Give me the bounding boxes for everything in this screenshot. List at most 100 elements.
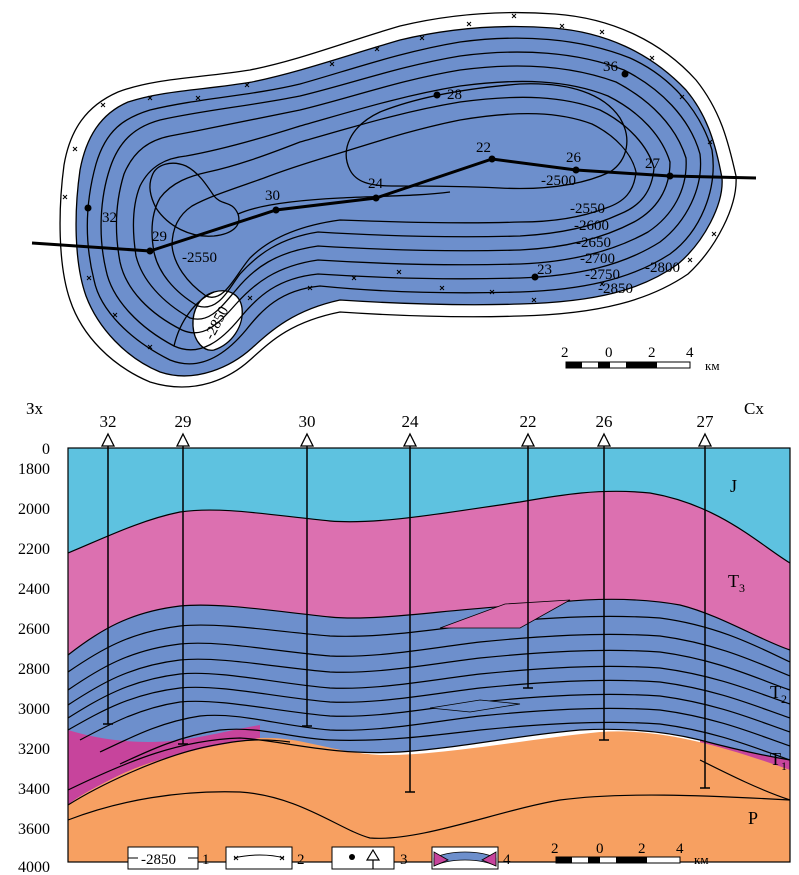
section-well-label: 29 [175,412,192,431]
layer-label-t2: T2 [770,682,787,706]
section-frame [67,447,791,863]
depth-tick: 2600 [18,621,50,638]
contour-label: -2700 [580,251,615,267]
contour-label: -2600 [574,218,609,234]
well-23-dot [531,273,539,281]
well-24-dot [372,194,380,202]
outer-contour-line [59,11,737,388]
scale-tick: 0 [596,841,604,857]
legend-scale-bar: 2 0 2 4 км [551,841,709,867]
depth-tick: 2800 [18,661,50,678]
legend-item-owc: 2 [225,846,305,870]
depth-tick: 3400 [18,781,50,798]
legend-number: 4 [503,852,511,868]
strat-labels: J T3 T2 T1 P [728,476,787,828]
depth-tick: 2000 [18,501,50,518]
legend-number: 3 [400,852,408,868]
well-label: 29 [152,229,167,245]
scale-unit: км [705,358,720,373]
depth-tick: 3200 [18,741,50,758]
depth-tick: 3000 [18,701,50,718]
well-label: 28 [447,87,462,103]
well-label: 24 [368,176,384,192]
layer-t3 [68,491,790,655]
contour-west [149,162,240,237]
well-head-icon [175,432,191,447]
well-head-icon [596,432,612,447]
depth-tick: 2200 [18,541,50,558]
legend-map-well-icon [349,854,355,860]
legend-number: 2 [297,852,305,868]
scale-tick: 0 [605,345,613,361]
legend-item-pinchout: 4 [431,846,511,870]
layer-label-p: P [748,808,758,828]
depth-tick: 3600 [18,821,50,838]
depth-axis: 0 1800 2000 2200 2400 2600 2800 3000 320… [18,441,50,875]
depth-tick: 0 [42,441,50,458]
structure-map: 32 29 30 24 22 26 27 28 36 23 -2500 -255… [31,11,757,388]
closure-south [192,290,243,351]
section-well-label: 32 [100,412,117,431]
legend-contour-sample: -2850 [141,852,176,868]
scale-unit: км [694,852,709,867]
scale-tick: 2 [561,345,569,361]
contour-label: -2550 [182,250,217,266]
section-well-label: 22 [520,412,537,431]
section-line [31,157,757,253]
layer-label-t1: T1 [770,749,787,773]
well-head-icon [299,432,315,447]
map-wells: 32 29 30 24 22 26 27 28 36 23 [84,59,674,281]
well-head-icon [402,432,418,447]
depth-tick: 4000 [18,859,50,875]
layer-label-j: J [730,476,737,496]
cross-section: 0 1800 2000 2200 2400 2600 2800 3000 320… [18,399,791,875]
layer-jurassic [68,448,790,563]
well-head-icon [100,432,116,447]
well-head-icon [520,432,536,447]
well-label: 22 [476,140,491,156]
section-well-label: 24 [402,412,420,431]
oil-water-contact [75,25,723,377]
well-27-dot [666,172,674,180]
section-wells: 32 29 30 24 22 26 27 [100,412,715,793]
scale-tick: 4 [686,345,694,361]
contour-2500 [345,83,628,190]
contour-label: -2650 [576,235,611,251]
well-label: 26 [566,150,582,166]
layer-permian-lower [68,791,790,862]
section-left-label: Зх [26,399,44,418]
well-label: 30 [265,188,280,204]
well-label: 27 [645,156,661,172]
scale-tick: 2 [551,841,559,857]
section-well-label: 26 [596,412,613,431]
well-label: 23 [537,262,552,278]
contour-label: -2500 [541,173,576,189]
well-label: 36 [603,59,619,75]
layer-label-t3: T3 [728,571,745,595]
well-30-dot [272,206,280,214]
structure-contours [86,37,714,365]
well-29-dot [146,247,154,255]
legend-item-wells: 3 [331,846,408,870]
section-well-label: 30 [299,412,316,431]
contour-label: -2750 [585,267,620,283]
well-head-icon [697,432,713,447]
pinchout-wedge [429,699,521,713]
legend-section-well-icon [365,848,381,869]
legend-item-contour: -2850 1 [127,846,210,870]
contour-label: -2800 [645,260,680,276]
section-well-label: 27 [697,412,715,431]
well-label: 32 [102,210,117,226]
stratigraphic-seams [67,490,791,839]
scale-tick: 2 [638,841,646,857]
pinchout-wedge [439,599,571,629]
well-36-dot [621,70,629,78]
contour-label: -2850 [598,281,633,297]
depth-tick: 2400 [18,581,50,598]
well-22-dot [488,155,496,163]
well-28-dot [433,91,441,99]
legend: -2850 1 2 3 4 2 0 2 4 [127,841,709,870]
scale-tick: 4 [676,841,684,857]
section-right-label: Сх [744,399,764,418]
